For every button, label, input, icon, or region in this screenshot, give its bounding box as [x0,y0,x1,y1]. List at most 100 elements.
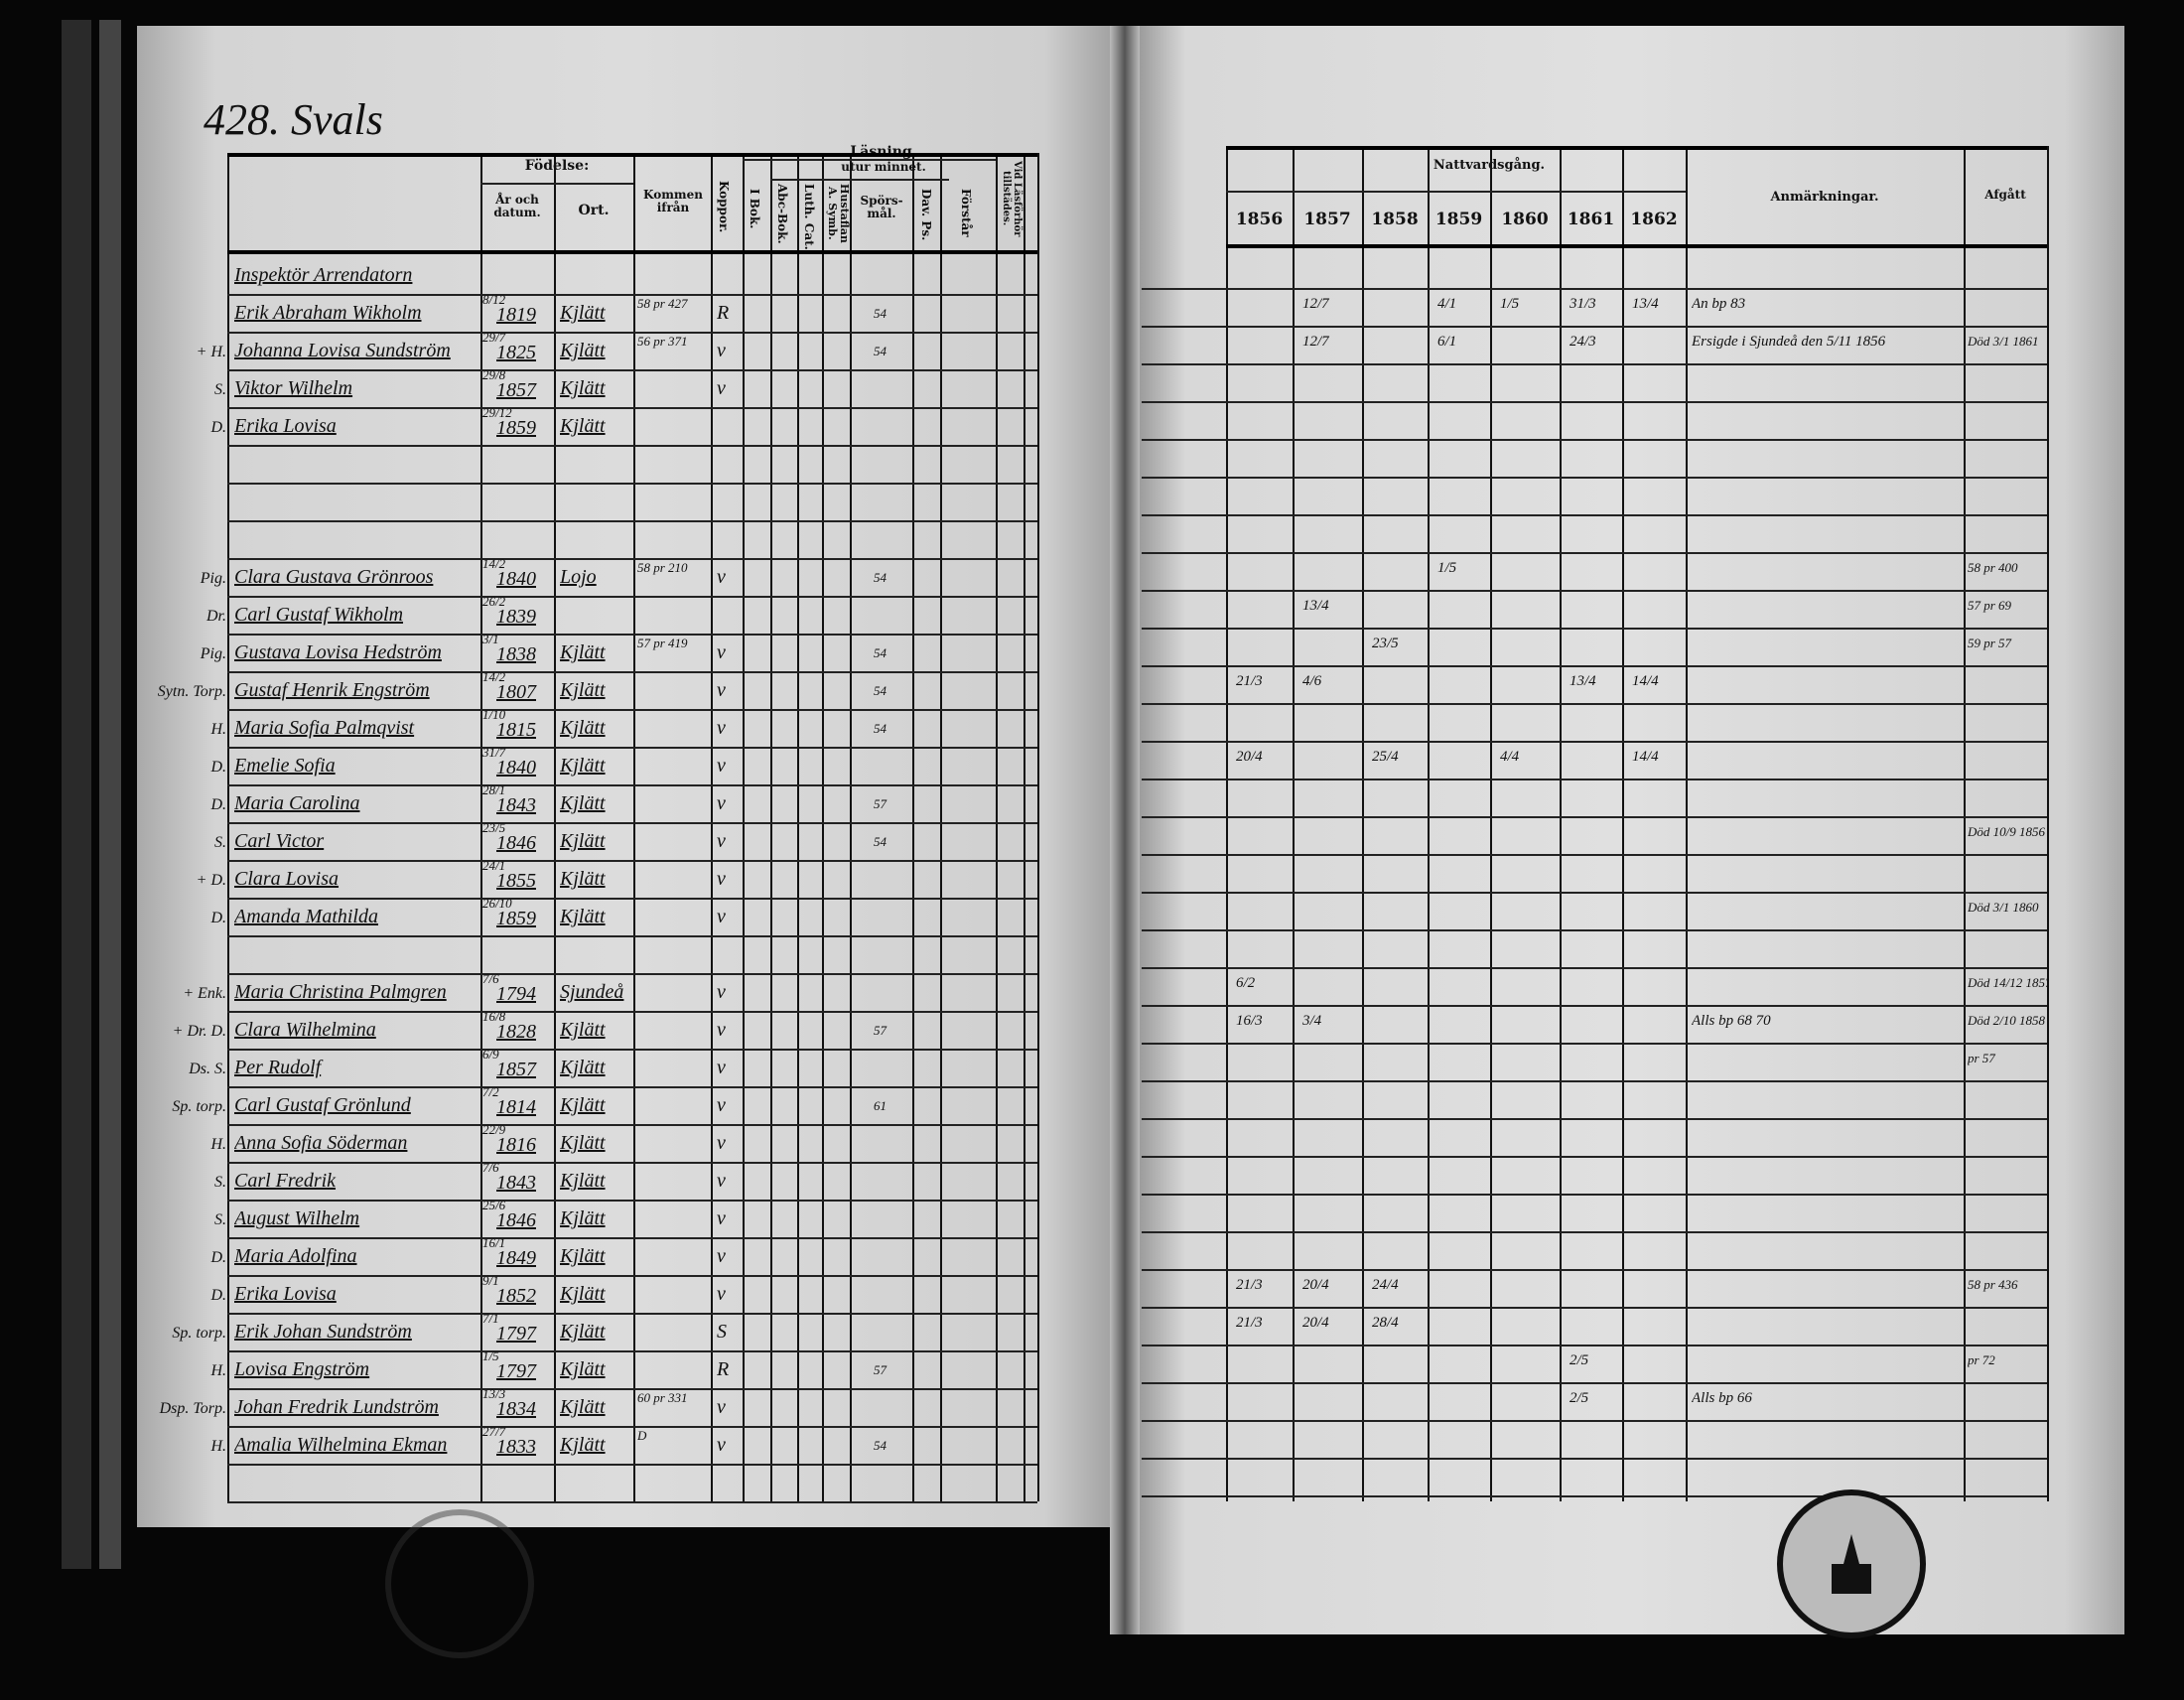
birth-place: Kjlätt [560,340,606,361]
birth-day: 22/9 [482,1122,506,1137]
row-rule [1142,1231,2047,1233]
row-title-mark: D. [210,910,226,926]
column-rule [1560,146,1562,1501]
column-rule [1037,153,1039,1501]
column-rule [770,153,772,1501]
moved-from: 58 pr 427 [637,296,688,311]
header-bottom-rule [1226,244,2047,248]
birth-year: 1807 [496,681,536,703]
column-rule [850,153,852,1501]
row-rule [227,898,1037,900]
birth-year: 1840 [496,757,536,779]
birth-place: Kjlätt [560,755,606,777]
person-name: Carl Victor [234,830,325,852]
birth-year: 1843 [496,1172,536,1194]
column-rule [2047,146,2049,1501]
person-name: Lovisa Engström [234,1358,370,1380]
column-rule [711,153,713,1501]
row-title-mark: H. [210,1362,226,1379]
departure-note: 58 pr 400 [1968,560,2018,575]
birth-day: 7/6 [482,1160,499,1175]
remark: Ersigde i Sjundeå den 5/11 1856 [1692,334,1886,350]
row-rule [227,294,1037,296]
person-name: Clara Wilhelmina [234,1019,376,1041]
row-rule [227,1275,1037,1277]
row-title-mark: Sp. torp. [172,1098,226,1115]
row-title-mark: Dsp. Torp. [159,1400,226,1417]
smallpox-mark: v [717,1057,726,1078]
column-rule [480,153,482,1501]
smallpox-mark: v [717,792,726,814]
column-rule [743,153,745,1501]
moved-from: D [637,1428,647,1443]
row-rule [1142,1307,2047,1309]
row-title-mark: Ds. S. [189,1061,226,1077]
communion-date: 24/3 [1570,334,1596,350]
smallpox-mark: v [717,1132,726,1154]
row-rule [1142,1495,2047,1497]
communion-date: 20/4 [1302,1277,1329,1293]
book-gutter [1110,26,1140,1634]
birth-year: 1797 [496,1323,536,1345]
birth-day: 7/2 [482,1084,499,1099]
row-rule [227,784,1037,786]
row-rule [1142,1005,2047,1007]
row-rule [1142,1194,2047,1196]
departure-note: pr 72 [1968,1352,1995,1367]
birth-day: 27/7 [482,1424,506,1439]
smallpox-mark: v [717,1207,726,1229]
birth-day: 23/5 [482,820,506,835]
smallpox-mark: v [717,566,726,588]
birth-year: 1857 [496,1059,536,1080]
birth-place: Kjlätt [560,868,606,890]
person-name: Amalia Wilhelmina Ekman [234,1434,448,1456]
birth-year: 1859 [496,417,536,439]
smallpox-mark: v [717,981,726,1003]
birth-place: Kjlätt [560,906,606,927]
row-rule [227,709,1037,711]
header-ar: År och datum. [493,193,541,220]
header-afgatt: Afgått [1984,188,2026,202]
reading-mark: 57 [874,1023,887,1038]
birth-day: 29/8 [482,367,506,382]
header-year: 1856 [1235,210,1284,229]
birth-day: 8/12 [482,292,506,307]
communion-date: 12/7 [1302,334,1329,350]
row-title-mark: H. [210,721,226,738]
reading-mark: 61 [874,1098,887,1113]
birth-place: Kjlätt [560,1245,606,1267]
smallpox-mark: v [717,755,726,777]
row-title-mark: Dr. [205,608,226,625]
reading-mark: 54 [874,344,887,358]
birth-place: Kjlätt [560,1094,606,1116]
remark: Alls bp 68 70 [1692,1013,1771,1029]
row-rule [1142,967,2047,969]
header-sub-rule [480,183,633,185]
birth-place: Kjlätt [560,1283,606,1305]
communion-date: 21/3 [1236,1315,1263,1331]
smallpox-mark: v [717,340,726,361]
header-year: 1860 [1501,210,1549,229]
row-title-mark: Pig. [200,645,226,662]
table-top-rule [1226,146,2047,150]
column-rule [1686,146,1688,1501]
row-rule [1142,892,2047,894]
birth-place: Kjlätt [560,377,606,399]
row-rule [227,483,1037,485]
birth-day: 26/2 [482,594,506,609]
row-rule [227,1237,1037,1239]
smallpox-mark: v [717,830,726,852]
departure-note: Död 10/9 1856 [1968,824,2045,839]
church-icon [1832,1534,1871,1594]
row-rule [227,1388,1037,1390]
row-rule [227,1200,1037,1202]
communion-date: 6/2 [1236,975,1256,991]
birth-year: 1855 [496,870,536,892]
header-year: 1859 [1434,210,1483,229]
reading-mark: 57 [874,796,887,811]
row-title-mark: Sp. torp. [172,1325,226,1342]
birth-day: 9/1 [482,1273,499,1288]
smallpox-mark: v [717,1434,726,1456]
header-vid-lasforhor: Vid Läsförhör tillstädes. [1001,160,1023,237]
smallpox-mark: v [717,1170,726,1192]
